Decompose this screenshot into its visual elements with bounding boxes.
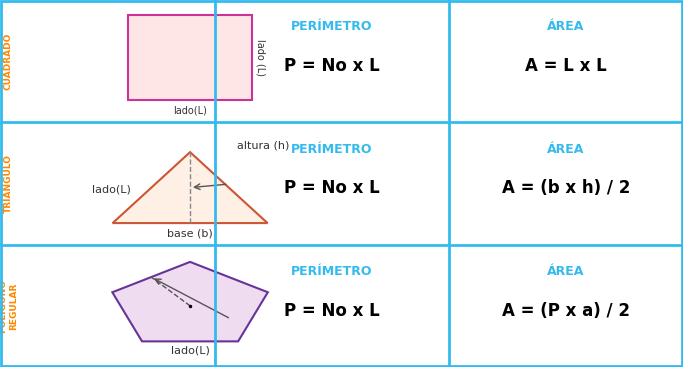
Text: PERÍMETRO: PERÍMETRO xyxy=(292,265,373,278)
Polygon shape xyxy=(125,269,255,335)
Polygon shape xyxy=(133,274,247,332)
Polygon shape xyxy=(123,159,257,220)
FancyBboxPatch shape xyxy=(154,33,226,82)
Polygon shape xyxy=(151,284,229,324)
Polygon shape xyxy=(146,281,234,326)
Polygon shape xyxy=(113,152,268,223)
FancyBboxPatch shape xyxy=(152,32,227,83)
Polygon shape xyxy=(123,268,257,337)
Polygon shape xyxy=(146,172,234,213)
Text: PERÍMETRO: PERÍMETRO xyxy=(292,143,373,156)
Polygon shape xyxy=(120,157,260,221)
Text: CUADRADO: CUADRADO xyxy=(3,32,13,90)
FancyBboxPatch shape xyxy=(143,25,237,90)
Polygon shape xyxy=(141,170,239,214)
Text: A = (b x h) / 2: A = (b x h) / 2 xyxy=(502,179,630,197)
Polygon shape xyxy=(143,171,236,214)
Polygon shape xyxy=(128,161,252,218)
Polygon shape xyxy=(138,277,242,330)
Polygon shape xyxy=(117,265,263,339)
Text: P = No x L: P = No x L xyxy=(284,179,380,197)
FancyBboxPatch shape xyxy=(128,15,253,100)
FancyBboxPatch shape xyxy=(148,29,232,86)
Text: ÁREA: ÁREA xyxy=(547,143,585,156)
FancyBboxPatch shape xyxy=(131,17,249,98)
Text: P = No x L: P = No x L xyxy=(284,57,380,75)
Polygon shape xyxy=(115,264,265,340)
FancyBboxPatch shape xyxy=(140,23,240,92)
FancyBboxPatch shape xyxy=(129,16,251,99)
Polygon shape xyxy=(149,174,232,212)
Polygon shape xyxy=(136,275,245,331)
Text: lado(L): lado(L) xyxy=(173,106,207,116)
Polygon shape xyxy=(136,166,245,216)
Text: P = No x L: P = No x L xyxy=(284,302,380,320)
FancyBboxPatch shape xyxy=(142,24,238,91)
Text: TRIANGULO: TRIANGULO xyxy=(3,154,13,213)
FancyBboxPatch shape xyxy=(137,21,243,94)
Text: lado (L): lado (L) xyxy=(256,39,266,76)
Text: base (b): base (b) xyxy=(167,229,213,239)
FancyBboxPatch shape xyxy=(151,31,229,84)
Polygon shape xyxy=(141,278,239,328)
FancyBboxPatch shape xyxy=(139,22,242,93)
Text: altura (h): altura (h) xyxy=(236,140,289,150)
FancyBboxPatch shape xyxy=(133,18,248,97)
FancyBboxPatch shape xyxy=(146,28,234,87)
FancyBboxPatch shape xyxy=(134,19,247,96)
Polygon shape xyxy=(120,266,260,338)
Text: A = L x L: A = L x L xyxy=(525,57,607,75)
Polygon shape xyxy=(133,165,247,217)
FancyBboxPatch shape xyxy=(156,34,225,81)
FancyBboxPatch shape xyxy=(135,20,245,95)
Text: POLIGONO
REGULAR: POLIGONO REGULAR xyxy=(0,279,18,333)
Polygon shape xyxy=(130,163,249,218)
Text: lado(L): lado(L) xyxy=(92,185,131,195)
Polygon shape xyxy=(152,176,229,211)
Text: A = (P x a) / 2: A = (P x a) / 2 xyxy=(502,302,630,320)
Polygon shape xyxy=(130,272,250,333)
Polygon shape xyxy=(128,271,252,334)
Polygon shape xyxy=(149,282,232,325)
Polygon shape xyxy=(117,155,262,222)
Text: ÁREA: ÁREA xyxy=(547,21,585,33)
Polygon shape xyxy=(139,168,242,215)
Text: apotema (a): apotema (a) xyxy=(210,276,220,336)
Text: lado(L): lado(L) xyxy=(171,345,210,355)
Polygon shape xyxy=(115,154,265,222)
FancyBboxPatch shape xyxy=(150,30,231,86)
FancyBboxPatch shape xyxy=(145,26,236,88)
Text: PERÍMETRO: PERÍMETRO xyxy=(292,21,373,33)
Polygon shape xyxy=(126,160,255,219)
Polygon shape xyxy=(112,262,268,341)
Text: ÁREA: ÁREA xyxy=(547,265,585,278)
Polygon shape xyxy=(143,280,237,327)
